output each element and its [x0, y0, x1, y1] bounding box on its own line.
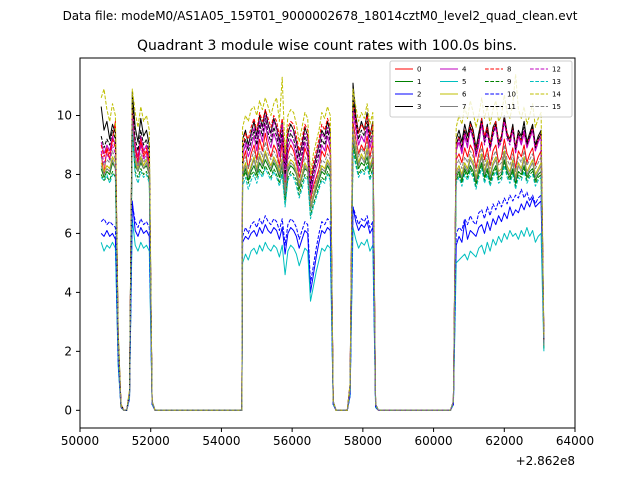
y-tick-label: 4 [64, 285, 72, 299]
series-line-2 [100, 197, 545, 411]
legend-label-13: 13 [552, 78, 561, 86]
y-tick-label: 8 [64, 167, 72, 181]
y-tick-label: 6 [64, 226, 72, 240]
series-line-10 [100, 188, 545, 411]
series-line-15 [100, 120, 545, 411]
legend-label-10: 10 [507, 91, 516, 99]
x-tick-label: 62000 [485, 434, 523, 448]
legend-label-12: 12 [552, 66, 561, 74]
series-line-14 [100, 73, 545, 411]
series-line-5 [100, 218, 545, 411]
x-tick-label: 60000 [414, 434, 452, 448]
x-tick-label: 54000 [202, 434, 240, 448]
y-tick-label: 2 [64, 344, 72, 358]
x-axis: 50000 52000 54000 56000 58000 60000 62000 64000 [61, 428, 594, 448]
suptitle: Data file: modeM0/AS1A05_159T01_90000026… [63, 9, 578, 23]
legend-label-0: 0 [417, 66, 421, 74]
legend-label-3: 3 [417, 103, 421, 111]
legend-label-15: 15 [552, 103, 561, 111]
legend-label-4: 4 [462, 66, 467, 74]
legend-label-6: 6 [462, 91, 467, 99]
series-line-12 [100, 112, 545, 411]
plot-area [100, 73, 545, 411]
legend-label-2: 2 [417, 91, 421, 99]
legend-label-5: 5 [462, 78, 466, 86]
legend-label-14: 14 [552, 91, 561, 99]
y-tick-label: 0 [64, 403, 72, 417]
x-tick-label: 56000 [273, 434, 311, 448]
x-tick-label: 58000 [344, 434, 382, 448]
legend-box [389, 60, 573, 118]
axes-frame [79, 57, 576, 429]
series-line-3 [100, 82, 545, 411]
y-axis: 0 2 4 6 8 10 [57, 108, 80, 417]
series-line-8 [100, 100, 545, 411]
x-tick-label: 64000 [556, 434, 594, 448]
legend-label-1: 1 [417, 78, 421, 86]
x-tick-label: 52000 [132, 434, 170, 448]
x-offset-label: +2.862e8 [516, 454, 575, 468]
x-tick-label: 50000 [61, 434, 99, 448]
chart-title: Quadrant 3 module wise count rates with … [137, 38, 517, 54]
legend-label-7: 7 [462, 103, 466, 111]
legend-label-11: 11 [507, 103, 516, 111]
y-tick-label: 10 [57, 108, 72, 122]
legend-label-8: 8 [507, 66, 511, 74]
legend-label-9: 9 [507, 78, 511, 86]
